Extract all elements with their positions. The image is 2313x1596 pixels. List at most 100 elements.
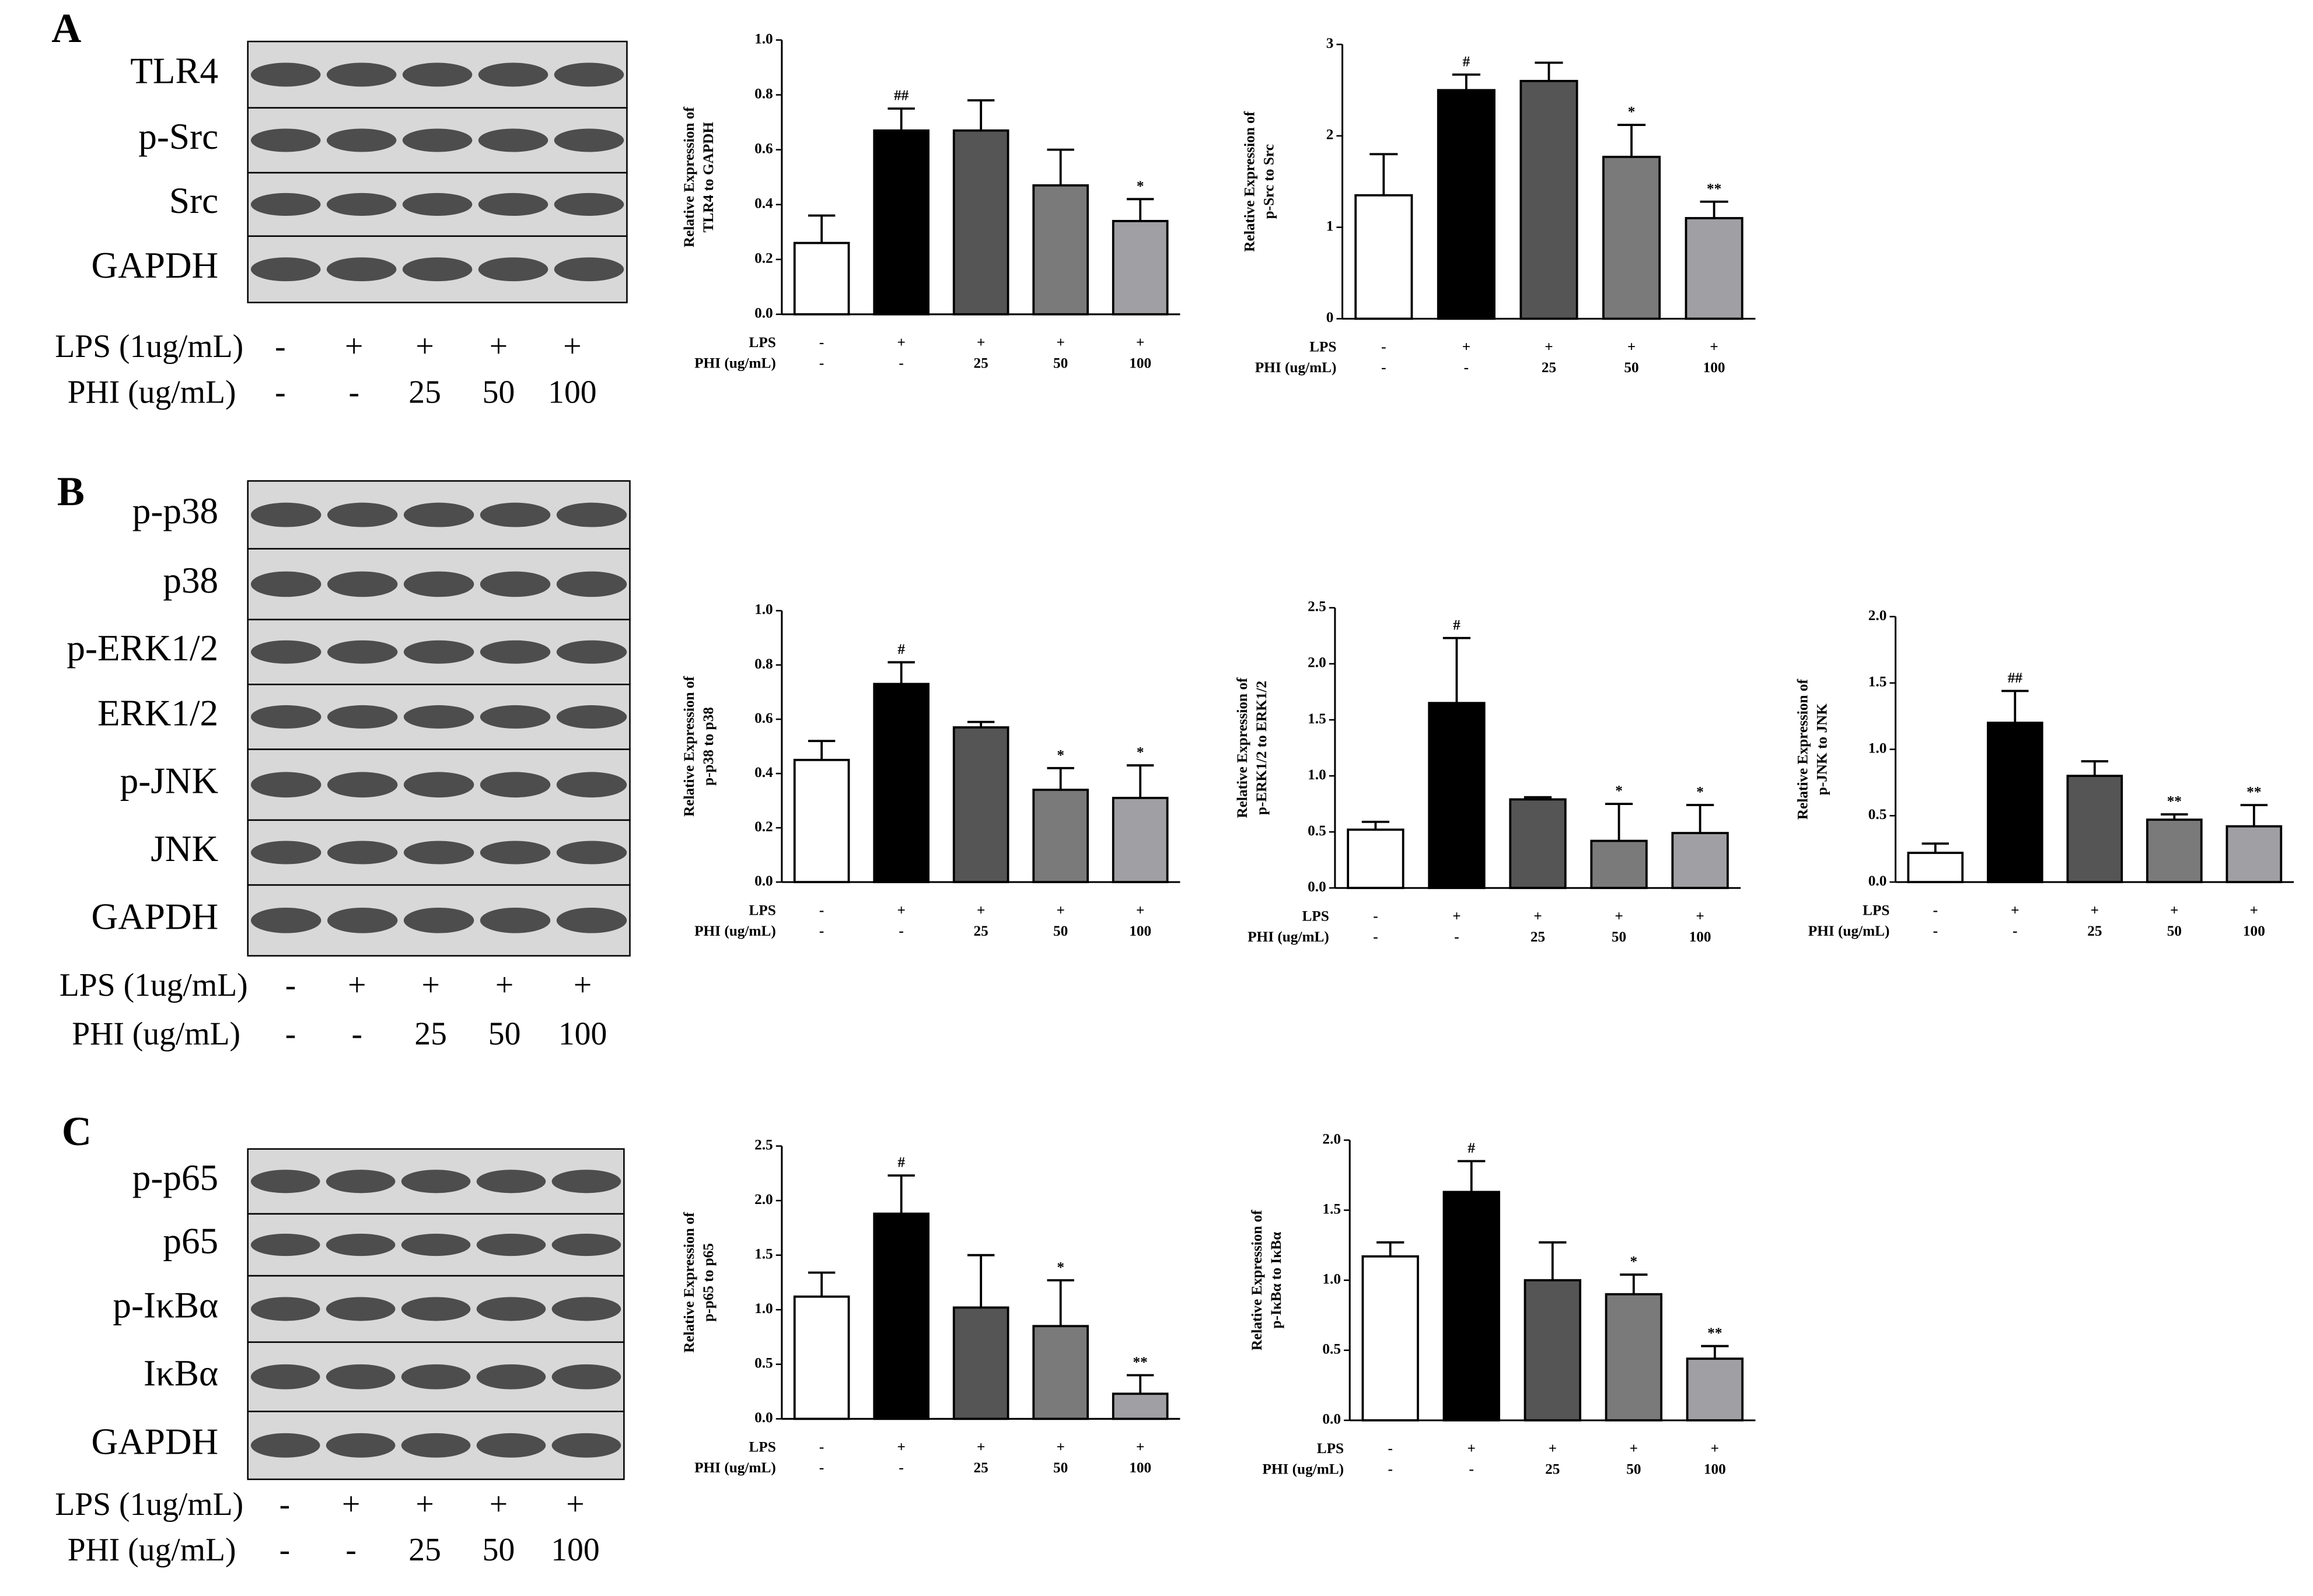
y-tick-label: 0.0 — [1322, 1411, 1341, 1427]
band — [327, 640, 398, 664]
significance: * — [1615, 783, 1623, 799]
y-tick-label: 1.0 — [754, 30, 773, 47]
bar — [1347, 828, 1404, 890]
band — [250, 128, 321, 152]
bar — [793, 1295, 850, 1420]
y-tick-label: 0.0 — [754, 305, 773, 321]
blot-row-label: ERK1/2 — [97, 692, 218, 733]
y-tick-label: 0.0 — [1868, 873, 1887, 889]
y-tick-label: 0.0 — [754, 873, 773, 889]
x-row-name: LPS — [749, 334, 775, 351]
blot-row-label: Src — [169, 180, 218, 221]
band — [327, 705, 398, 729]
y-tick-label: 0.5 — [1308, 822, 1326, 839]
lps-sign: - — [279, 1486, 291, 1522]
x-row-name: PHI (ug/mL) — [1248, 929, 1329, 945]
y-tick-label: 1.0 — [754, 601, 773, 618]
x-row-label: 100 — [2243, 923, 2265, 939]
band — [250, 1170, 320, 1194]
band — [551, 1233, 621, 1256]
band — [403, 502, 474, 527]
phi-dose: 50 — [483, 374, 515, 411]
blot-row-label: JNK — [151, 828, 218, 869]
band — [250, 62, 321, 87]
x-row-label: + — [977, 1439, 985, 1455]
x-row-name: LPS — [749, 902, 775, 918]
blot-row-label: p-JNK — [120, 761, 219, 802]
bar — [1112, 220, 1169, 316]
band — [480, 705, 551, 729]
lps-sign: - — [285, 967, 296, 1003]
lps-sign: + — [566, 1486, 584, 1522]
x-row-label: - — [1388, 1440, 1392, 1457]
bar — [873, 1212, 930, 1420]
band — [476, 1297, 546, 1321]
bar — [2066, 775, 2123, 883]
blot-row-label: GAPDH — [91, 245, 218, 286]
panel-label: B — [57, 469, 85, 514]
phi-dose: 25 — [408, 374, 441, 411]
y-tick-label: 1.5 — [754, 1245, 773, 1262]
x-row-label: 50 — [1626, 1461, 1641, 1478]
lps-sign: + — [563, 328, 581, 365]
band — [556, 841, 627, 864]
y-axis-label: Relative Expression of — [681, 107, 697, 248]
x-row-name: PHI (ug/mL) — [694, 923, 776, 939]
significance: # — [1468, 1140, 1475, 1156]
band — [554, 62, 624, 87]
bar — [1987, 722, 2043, 883]
band — [250, 192, 321, 216]
x-row-label: + — [1696, 908, 1704, 925]
blot-row-label: p-IκBα — [113, 1284, 218, 1325]
x-row-name: PHI (ug/mL) — [1262, 1461, 1344, 1478]
phi-dose: - — [345, 1532, 357, 1568]
y-tick-label: 2.0 — [754, 1191, 773, 1208]
x-row-label: 50 — [2167, 923, 2182, 939]
band — [326, 62, 397, 87]
x-row-label: - — [819, 334, 824, 351]
x-row-name: LPS — [1302, 908, 1329, 925]
band — [403, 772, 474, 798]
x-row-label: 25 — [974, 1460, 988, 1476]
band — [401, 1364, 471, 1390]
blot-row-label: GAPDH — [91, 896, 218, 937]
bar — [2146, 818, 2203, 883]
y-axis-label: TLR4 to GAPDH — [700, 122, 717, 233]
bar — [1519, 79, 1578, 320]
significance: # — [1463, 53, 1470, 69]
x-row-name: LPS — [749, 1439, 775, 1455]
significance: ## — [894, 88, 909, 104]
y-tick-label: 1.5 — [1322, 1200, 1341, 1217]
x-row-name: LPS — [1309, 339, 1336, 355]
bar — [793, 758, 850, 883]
y-axis-label: p-p38 to p38 — [700, 707, 717, 786]
x-row-label: - — [1373, 929, 1378, 945]
x-row-label: + — [1136, 334, 1144, 351]
x-row-label: + — [977, 902, 985, 918]
x-row-label: 25 — [974, 355, 988, 372]
x-row-label: - — [819, 1460, 824, 1476]
phi-dose: 50 — [488, 1016, 521, 1052]
band — [327, 841, 398, 864]
x-row-name: LPS — [1317, 1440, 1344, 1457]
y-axis-label: Relative Expression of — [681, 676, 697, 817]
significance: # — [897, 1154, 905, 1171]
band — [480, 907, 551, 933]
band — [250, 257, 321, 282]
bar — [1112, 1392, 1169, 1420]
y-tick-label: 0.6 — [754, 710, 773, 726]
lps-sign: + — [342, 1486, 360, 1522]
blot-row-label: p-ERK1/2 — [67, 628, 218, 668]
y-tick-label: 1.5 — [1868, 674, 1887, 690]
x-row-label: - — [1388, 1461, 1392, 1478]
significance: # — [897, 641, 905, 657]
y-tick-label: 2 — [1326, 127, 1334, 143]
x-row-label: 25 — [1545, 1461, 1560, 1478]
band — [556, 705, 627, 729]
blot-row-label: p-Src — [138, 116, 218, 157]
x-row-label: 100 — [1689, 929, 1711, 945]
band — [250, 502, 322, 527]
band — [250, 1297, 320, 1321]
lps-sign: + — [345, 328, 363, 365]
